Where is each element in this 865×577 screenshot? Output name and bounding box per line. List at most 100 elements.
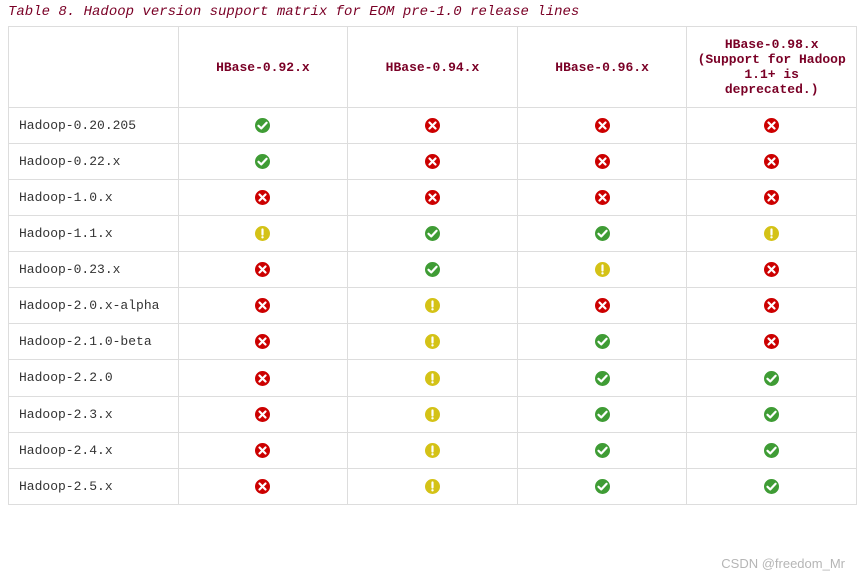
status-yes-icon: [595, 479, 610, 494]
support-cell: [348, 252, 518, 288]
support-cell: [517, 216, 687, 252]
table-row: Hadoop-2.1.0-beta: [9, 324, 857, 360]
support-cell: [687, 324, 857, 360]
support-cell: [178, 396, 348, 432]
row-label: Hadoop-0.22.x: [9, 144, 179, 180]
support-cell: [178, 360, 348, 396]
support-cell: [687, 288, 857, 324]
table-body: Hadoop-0.20.205Hadoop-0.22.xHadoop-1.0.x…: [9, 108, 857, 505]
row-label: Hadoop-0.20.205: [9, 108, 179, 144]
status-warn-icon: [425, 334, 440, 349]
table-row: Hadoop-2.3.x: [9, 396, 857, 432]
support-cell: [178, 108, 348, 144]
watermark: CSDN @freedom_Mr: [721, 556, 845, 571]
support-cell: [348, 144, 518, 180]
support-cell: [687, 144, 857, 180]
row-label: Hadoop-2.2.0: [9, 360, 179, 396]
col-header: HBase-0.98.x (Support for Hadoop 1.1+ is…: [687, 27, 857, 108]
status-warn-icon: [595, 262, 610, 277]
status-no-icon: [255, 443, 270, 458]
support-cell: [687, 252, 857, 288]
status-warn-icon: [425, 407, 440, 422]
status-yes-icon: [764, 407, 779, 422]
table-row: Hadoop-1.1.x: [9, 216, 857, 252]
support-cell: [178, 432, 348, 468]
support-cell: [178, 144, 348, 180]
status-yes-icon: [425, 226, 440, 241]
status-no-icon: [764, 118, 779, 133]
support-cell: [687, 396, 857, 432]
support-cell: [517, 288, 687, 324]
status-no-icon: [595, 118, 610, 133]
status-no-icon: [425, 190, 440, 205]
table-header-row: HBase-0.92.xHBase-0.94.xHBase-0.96.xHBas…: [9, 27, 857, 108]
status-warn-icon: [425, 479, 440, 494]
support-cell: [348, 468, 518, 504]
support-cell: [178, 216, 348, 252]
support-cell: [348, 324, 518, 360]
col-header: HBase-0.92.x: [178, 27, 348, 108]
status-warn-icon: [425, 443, 440, 458]
support-cell: [178, 180, 348, 216]
table-row: Hadoop-0.23.x: [9, 252, 857, 288]
support-cell: [348, 432, 518, 468]
support-cell: [687, 180, 857, 216]
status-no-icon: [425, 118, 440, 133]
row-label: Hadoop-1.0.x: [9, 180, 179, 216]
status-no-icon: [255, 371, 270, 386]
status-warn-icon: [764, 226, 779, 241]
support-cell: [348, 360, 518, 396]
status-no-icon: [764, 298, 779, 313]
status-yes-icon: [764, 443, 779, 458]
status-yes-icon: [764, 479, 779, 494]
status-no-icon: [764, 154, 779, 169]
support-cell: [178, 288, 348, 324]
status-yes-icon: [255, 118, 270, 133]
status-warn-icon: [255, 226, 270, 241]
support-cell: [517, 432, 687, 468]
support-cell: [178, 324, 348, 360]
status-yes-icon: [255, 154, 270, 169]
status-no-icon: [255, 298, 270, 313]
col-header: HBase-0.96.x: [517, 27, 687, 108]
table-row: Hadoop-2.2.0: [9, 360, 857, 396]
support-cell: [687, 432, 857, 468]
support-cell: [517, 360, 687, 396]
status-yes-icon: [425, 262, 440, 277]
status-no-icon: [764, 334, 779, 349]
status-no-icon: [595, 154, 610, 169]
support-cell: [517, 180, 687, 216]
support-cell: [348, 216, 518, 252]
support-cell: [517, 468, 687, 504]
row-label: Hadoop-1.1.x: [9, 216, 179, 252]
row-label: Hadoop-2.4.x: [9, 432, 179, 468]
status-no-icon: [764, 190, 779, 205]
status-no-icon: [595, 298, 610, 313]
status-yes-icon: [595, 226, 610, 241]
status-no-icon: [255, 190, 270, 205]
status-no-icon: [595, 190, 610, 205]
status-yes-icon: [764, 371, 779, 386]
status-warn-icon: [425, 298, 440, 313]
row-label: Hadoop-2.0.x-alpha: [9, 288, 179, 324]
row-label: Hadoop-2.1.0-beta: [9, 324, 179, 360]
status-yes-icon: [595, 443, 610, 458]
support-cell: [687, 108, 857, 144]
support-cell: [517, 252, 687, 288]
support-cell: [348, 396, 518, 432]
support-cell: [348, 108, 518, 144]
table-row: Hadoop-0.22.x: [9, 144, 857, 180]
col-header-rowlabel: [9, 27, 179, 108]
status-no-icon: [255, 262, 270, 277]
support-cell: [348, 288, 518, 324]
support-cell: [517, 396, 687, 432]
table-row: Hadoop-2.0.x-alpha: [9, 288, 857, 324]
status-no-icon: [425, 154, 440, 169]
support-cell: [517, 108, 687, 144]
row-label: Hadoop-2.5.x: [9, 468, 179, 504]
status-no-icon: [764, 262, 779, 277]
support-cell: [687, 468, 857, 504]
col-header: HBase-0.94.x: [348, 27, 518, 108]
status-no-icon: [255, 334, 270, 349]
status-warn-icon: [425, 371, 440, 386]
